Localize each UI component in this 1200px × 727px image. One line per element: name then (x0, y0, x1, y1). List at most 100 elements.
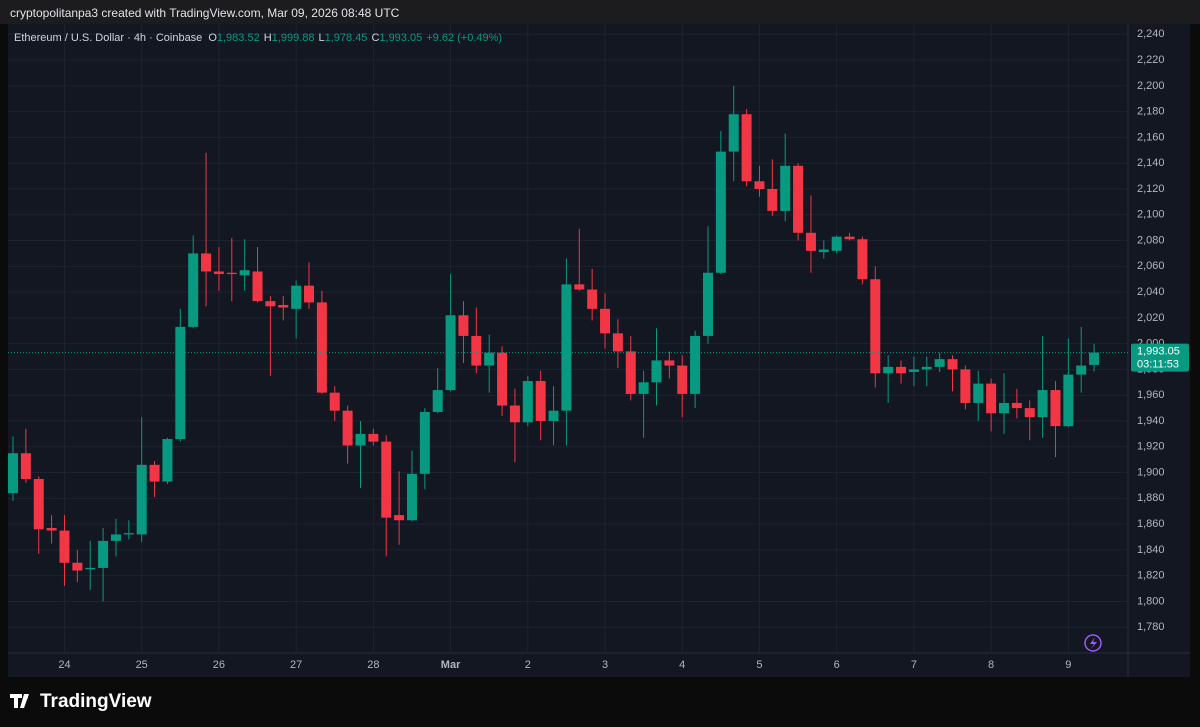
symbol: Ethereum / U.S. Dollar · 4h · Coinbase (14, 32, 202, 44)
candle-body (123, 533, 134, 535)
brand: TradingView (40, 691, 152, 712)
candle-body (857, 239, 868, 280)
candle-body (239, 270, 250, 276)
candle-body (265, 301, 276, 307)
candle-body (252, 271, 263, 302)
y-tick-label: 2,220 (1137, 54, 1165, 66)
candle-body (908, 369, 919, 373)
candle-body (329, 392, 340, 411)
x-tick-label: Mar (441, 659, 461, 671)
y-tick-label: 2,180 (1137, 106, 1165, 118)
candle-body (690, 335, 701, 394)
candle-body (1089, 352, 1100, 365)
y-tick-label: 1,940 (1137, 415, 1165, 427)
candle-body (1037, 390, 1048, 418)
y-tick-label: 1,840 (1137, 544, 1165, 556)
candle-body (831, 236, 842, 251)
x-tick-label: 28 (367, 659, 379, 671)
candle-body (304, 285, 315, 303)
candle-body (497, 352, 508, 406)
candle-body (921, 366, 932, 370)
candle-body (896, 366, 907, 374)
y-tick-label: 2,060 (1137, 260, 1165, 272)
candle-body (1076, 365, 1087, 375)
x-tick-label: 8 (988, 659, 994, 671)
ohlc-value: 1,983.52 (217, 32, 260, 44)
y-tick-label: 1,900 (1137, 466, 1165, 478)
x-tick-label: 27 (290, 659, 302, 671)
y-tick-label: 2,140 (1137, 157, 1165, 169)
candle-body (998, 402, 1009, 414)
change: +9.62 (+0.49%) (426, 32, 502, 44)
candle-body (406, 473, 417, 521)
candle-body (728, 114, 739, 152)
y-tick-label: 1,920 (1137, 441, 1165, 453)
symbol-legend: Ethereum / U.S. Dollar · 4h · Coinbase O1… (14, 32, 502, 44)
candle-body (1024, 408, 1035, 418)
candle-body (702, 272, 713, 336)
ohlc-value: 1,978.45 (325, 32, 368, 44)
x-tick-label: 4 (679, 659, 685, 671)
candle-body (20, 453, 31, 479)
candle-body (432, 390, 443, 412)
x-tick-label: 7 (911, 659, 917, 671)
y-tick-label: 1,960 (1137, 389, 1165, 401)
x-tick-label: 6 (834, 659, 840, 671)
candle-body (458, 315, 469, 336)
y-tick-label: 2,020 (1137, 312, 1165, 324)
price-countdown: 03:11:53 (1137, 359, 1179, 371)
x-tick-label: 26 (213, 659, 225, 671)
candle-body (46, 527, 57, 531)
candle-body (651, 360, 662, 383)
candle-body (72, 562, 83, 571)
y-tick-label: 1,880 (1137, 492, 1165, 504)
ohlc-value: 1,993.05 (379, 32, 422, 44)
candle-body (638, 382, 649, 394)
candles (8, 85, 1128, 602)
credit: cryptopolitanpa3 created with TradingVie… (10, 6, 400, 20)
y-tick-label: 2,100 (1137, 209, 1165, 221)
candle-body (98, 540, 109, 568)
chart-pane (8, 24, 1190, 677)
candle-body (484, 352, 495, 366)
candle-body (934, 359, 945, 367)
candle-body (548, 410, 559, 421)
candle-body (368, 433, 379, 442)
y-tick-label: 2,080 (1137, 234, 1165, 246)
x-tick-label: 24 (58, 659, 70, 671)
x-tick-label: 2 (525, 659, 531, 671)
y-tick-label: 2,040 (1137, 286, 1165, 298)
candle-body (625, 351, 636, 394)
candle-body (522, 381, 533, 423)
y-tick-label: 2,120 (1137, 183, 1165, 195)
candle-body (715, 151, 726, 273)
y-tick-label: 1,780 (1137, 621, 1165, 633)
candle-body (445, 315, 456, 391)
candle-body (844, 236, 855, 240)
candle-body (960, 369, 971, 403)
candle-body (8, 453, 18, 494)
candle-body (394, 515, 405, 521)
y-tick-label: 1,820 (1137, 570, 1165, 582)
candle-body (677, 365, 688, 394)
y-tick-label: 1,860 (1137, 518, 1165, 530)
candle-body (805, 232, 816, 251)
candle-body (587, 289, 598, 309)
candle-body (175, 326, 186, 440)
candle-body (947, 359, 958, 370)
candle-body (986, 383, 997, 414)
x-tick-label: 25 (136, 659, 148, 671)
candle-body (664, 360, 675, 366)
y-tick-label: 1,800 (1137, 595, 1165, 607)
candle-body (85, 567, 96, 570)
candle-body (793, 165, 804, 233)
candle-body (561, 284, 572, 411)
candle-body (291, 285, 302, 309)
candle-body (188, 253, 199, 327)
ohlc-key: H (264, 32, 272, 44)
top-bar (0, 0, 1200, 24)
ohlc-key: C (371, 32, 379, 44)
brand-logo (10, 694, 29, 708)
x-tick-label: 3 (602, 659, 608, 671)
candle-body (419, 411, 430, 474)
